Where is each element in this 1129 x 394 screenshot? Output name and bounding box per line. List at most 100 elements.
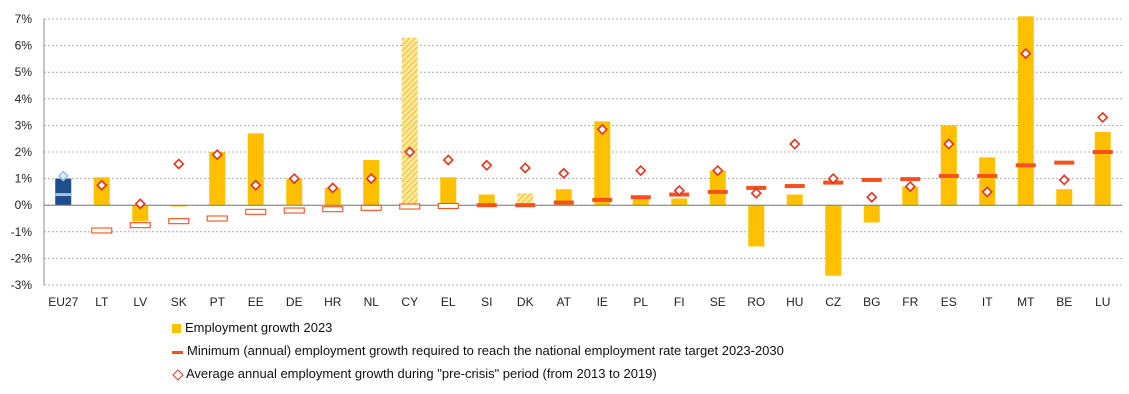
x-tick-label: RO — [747, 295, 765, 309]
bars — [55, 16, 1111, 276]
x-tick-label: CZ — [825, 295, 841, 309]
bar-pt — [209, 152, 226, 206]
x-tick-label: BG — [863, 295, 880, 309]
legend-dash-label: Minimum (annual) employment growth requi… — [187, 343, 784, 358]
bar-eu27 — [55, 178, 72, 206]
legend-item-bar: Employment growth 2023 — [172, 316, 784, 339]
bar-cz — [825, 205, 842, 276]
diamond-de — [288, 172, 300, 185]
dash-se — [707, 189, 728, 194]
y-tick-label: 2% — [15, 145, 33, 159]
employment-growth-chart: -3% -2% -1% 0% 1% 2% 3% 4% 5% 6% 7% EU27 LT LV SK PT EE… — [11, 12, 1122, 309]
diamond-hr — [327, 182, 339, 194]
bar-bg — [863, 205, 880, 223]
dash-sk — [168, 218, 190, 225]
x-tick-label: NL — [364, 295, 380, 309]
diamond-sk — [173, 158, 185, 170]
x-tick-label: SI — [481, 295, 492, 309]
legend-diamond-label: Average annual employment growth during … — [186, 366, 657, 381]
legend-dash-swatch — [172, 351, 183, 354]
dash-el — [437, 202, 459, 210]
bar-hr — [324, 187, 341, 206]
diamond-be — [1058, 174, 1070, 186]
bar-dk — [517, 193, 534, 206]
x-tick-label: CY — [401, 295, 418, 309]
diamond-at — [558, 167, 570, 179]
x-tick-label: ES — [941, 295, 957, 309]
dash-pt — [206, 215, 228, 222]
diamond-cy — [404, 146, 416, 158]
legend-bar-swatch — [172, 323, 181, 333]
y-tick-label: -3% — [11, 278, 33, 292]
x-tick-label: SE — [710, 295, 726, 309]
diamond-fi — [673, 184, 685, 197]
diamond-ro — [750, 187, 762, 199]
dash-de — [283, 207, 305, 214]
y-axis-ticks: -3% -2% -1% 0% 1% 2% 3% 4% 5% 6% 7% — [11, 12, 33, 292]
dash-bg — [861, 177, 882, 182]
diamond-cz — [827, 172, 839, 185]
x-tick-label: HR — [324, 295, 342, 309]
bar-de — [286, 178, 303, 206]
diamond-si — [481, 159, 493, 171]
bar-fi — [671, 198, 688, 206]
x-tick-label: LU — [1095, 295, 1110, 309]
legend-bar-label: Employment growth 2023 — [185, 320, 333, 335]
y-tick-label: 5% — [15, 65, 33, 79]
bar-fr — [902, 186, 919, 206]
y-tick-label: -2% — [11, 251, 33, 265]
diamond-lu — [1097, 111, 1109, 124]
dash-ie — [592, 197, 613, 202]
diamond-lv — [134, 198, 146, 210]
diamond-pt — [211, 149, 223, 161]
x-tick-label: IT — [982, 295, 993, 309]
y-tick-label: 7% — [15, 12, 33, 26]
x-tick-label: HU — [786, 295, 803, 309]
x-tick-label: EU27 — [48, 295, 78, 309]
dash-hr — [322, 206, 344, 213]
diamond-eu27 — [57, 170, 69, 182]
bar-es — [940, 125, 957, 206]
x-tick-label: FR — [902, 295, 918, 309]
diamond-ie — [596, 123, 608, 136]
dash-it — [977, 173, 998, 178]
bar-cy — [401, 37, 418, 206]
bar-mt — [1017, 16, 1034, 206]
dash-dk — [515, 203, 536, 208]
bar-si — [478, 194, 495, 206]
dash-si — [476, 203, 497, 208]
x-tick-label: DE — [286, 295, 303, 309]
x-tick-label: PT — [210, 295, 226, 309]
dash-be — [1054, 160, 1075, 165]
dash-at — [553, 200, 574, 205]
x-tick-label: IE — [597, 295, 608, 309]
bar-lv — [132, 205, 149, 222]
bar-se — [709, 170, 726, 206]
bar-el — [440, 177, 457, 206]
bar-it — [979, 157, 996, 206]
dash-fr — [900, 177, 921, 182]
bar-pl — [632, 195, 649, 206]
x-tick-label: PL — [633, 295, 648, 309]
legend-diamond-icon — [172, 368, 184, 381]
dash-pl — [630, 195, 651, 200]
y-tick-label: -1% — [11, 225, 33, 239]
diamond-dk — [519, 162, 531, 174]
diamond-mt — [1020, 47, 1032, 60]
dash-lv — [129, 222, 151, 229]
dash-ee — [245, 208, 267, 215]
y-tick-label: 0% — [15, 198, 33, 212]
dash-mt — [1015, 163, 1036, 168]
gridlines — [43, 18, 1122, 286]
legend-item-dash: Minimum (annual) employment growth requi… — [172, 339, 784, 362]
x-tick-label: BE — [1056, 295, 1072, 309]
pre-crisis-diamonds — [57, 47, 1109, 210]
diamond-hu — [789, 138, 801, 150]
diamond-bg — [866, 191, 878, 203]
dash-lt — [91, 227, 113, 234]
legend-item-diamond: Average annual employment growth during … — [172, 362, 784, 385]
bar-hu — [786, 194, 803, 206]
diamond-ee — [250, 179, 262, 191]
bar-ee — [247, 133, 264, 206]
dash-nl — [360, 204, 382, 211]
